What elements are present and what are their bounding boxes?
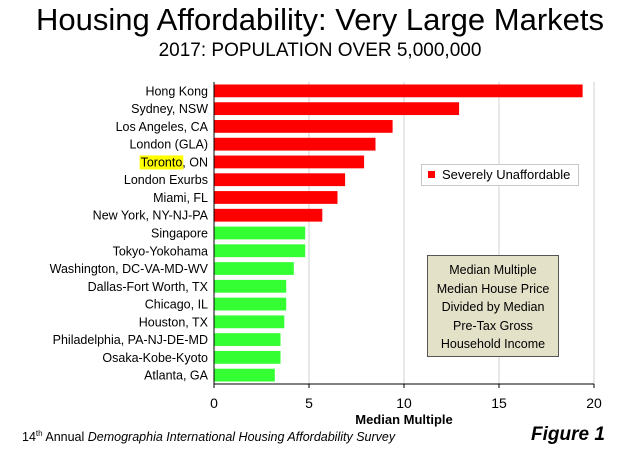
category-label: Toronto, ON — [141, 155, 208, 169]
bar — [214, 368, 275, 382]
category-label: Chicago, IL — [145, 298, 208, 312]
bar — [214, 226, 306, 240]
x-tick-label: 15 — [491, 395, 507, 411]
x-tick-label: 10 — [396, 395, 412, 411]
note-line: Median House Price — [436, 281, 550, 296]
category-label: Atlanta, GA — [144, 369, 209, 383]
category-label: Houston, TX — [139, 315, 209, 329]
footer-text: Annual — [42, 430, 88, 445]
bar — [214, 350, 281, 364]
bar — [214, 315, 285, 329]
category-label: Singapore — [151, 227, 208, 241]
x-tick-label: 0 — [210, 395, 218, 411]
category-label: Sydney, NSW — [131, 102, 208, 116]
category-highlight — [139, 155, 184, 170]
chart-subtitle: 2017: POPULATION OVER 5,000,000 — [158, 40, 482, 61]
bar — [214, 84, 583, 98]
category-label: London (GLA) — [129, 138, 208, 152]
bar — [214, 137, 376, 151]
legend-swatch — [428, 171, 435, 178]
bar — [214, 120, 393, 133]
bar — [214, 102, 460, 116]
footer-ordinal: 14 — [22, 430, 36, 445]
category-label: Philadelphia, PA-NJ-DE-MD — [53, 333, 208, 347]
definition-note: Median Multiple Median House Price Divid… — [427, 255, 559, 357]
bar — [214, 155, 365, 169]
category-label: New York, NY-NJ-PA — [93, 209, 209, 223]
category-label: Tokyo-Yokohama — [113, 244, 208, 258]
note-line: Median Multiple — [449, 263, 537, 277]
bar — [214, 191, 338, 204]
bar — [214, 262, 294, 275]
legend: Severely Unaffordable — [421, 164, 579, 186]
category-label: London Exurbs — [124, 173, 208, 187]
footer-survey-name: Demographia International Housing Afford… — [87, 430, 396, 445]
x-axis-title: Median Multiple — [355, 412, 453, 427]
x-tick-label: 5 — [305, 395, 313, 411]
note-line: Household Income — [440, 337, 546, 351]
category-label: Los Angeles, CA — [116, 120, 209, 134]
category-label: Miami, FL — [153, 191, 208, 205]
figure-label: Figure 1 — [531, 424, 605, 445]
source-footer: 14th Annual Demographia International Ho… — [22, 429, 395, 444]
bar — [214, 173, 346, 187]
x-tick-label: 20 — [586, 395, 602, 411]
bar — [214, 208, 323, 222]
legend-label: Severely Unaffordable — [442, 167, 571, 182]
category-label: Dallas-Fort Worth, TX — [88, 280, 209, 294]
chart-title: Housing Affordability: Very Large Market… — [35, 2, 605, 37]
bar — [214, 297, 287, 311]
note-line: Divided by Median — [441, 300, 545, 314]
category-label: Osaka-Kobe-Kyoto — [102, 351, 208, 365]
category-label: Hong Kong — [145, 84, 208, 98]
note-line: Pre-Tax Gross — [453, 318, 533, 333]
bar — [214, 279, 287, 293]
bar — [214, 244, 306, 258]
footer-ordinal-suffix: th — [35, 429, 43, 438]
category-label: Washington, DC-VA-MD-WV — [50, 262, 209, 276]
bar — [214, 333, 281, 346]
